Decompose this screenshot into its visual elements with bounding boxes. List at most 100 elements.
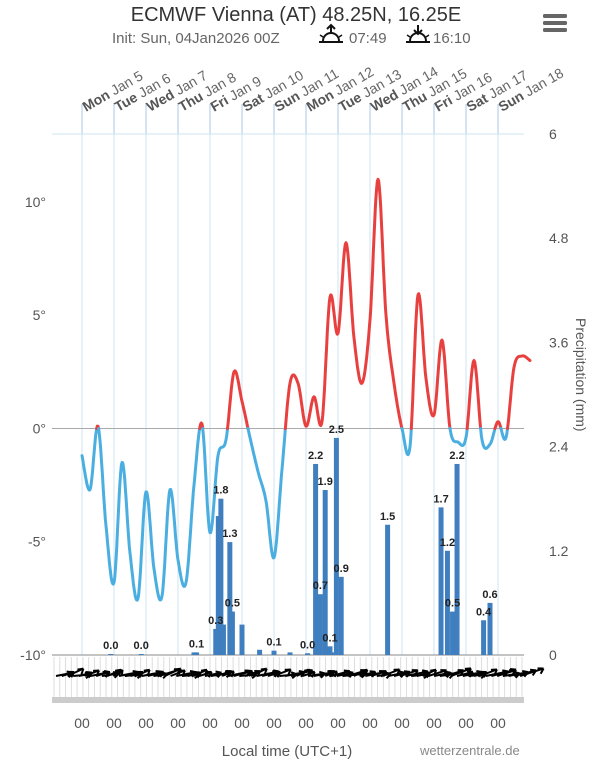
scrollbar-track[interactable] [52,697,524,703]
precip-bar [317,594,323,655]
day-connectors [52,104,524,135]
precip-bar [239,624,245,655]
precip-bar [338,576,344,655]
precipitation-labels: 0.0 0.0 0.1 0.3 1.8 1.3 0.5 0.1 0.0 2.2 0.7 1.9 0.1 2… [103,424,497,652]
temperature-segment-below-zero [97,427,202,602]
hamburger-menu-icon[interactable] [541,12,569,34]
precip-value-label: 0.7 [313,580,328,592]
precipitation-bars [108,437,493,655]
precip-value-label: 0.0 [134,640,149,652]
temperature-segment-below-zero [246,427,287,560]
init-time: Init: Sun, 04Jan2026 00Z [112,30,280,47]
sunrise-icon [319,23,343,43]
precip-bar [313,463,319,655]
precip-bar [229,611,235,655]
wind-arrow [67,667,85,677]
x-tick-label: 00 [266,715,282,731]
precip-value-label: 0.3 [208,615,223,627]
precip-value-label: 0.1 [266,637,281,649]
x-tick-label: 00 [298,715,314,731]
precip-bar [385,524,391,655]
precip-bar [444,550,450,655]
precip-value-label: 2.2 [308,450,323,462]
precip-bar [257,649,263,655]
x-axis-title: Local time (UTC+1) [222,743,352,760]
precip-value-label: 0.6 [482,589,497,601]
sunrise-time: 07:49 [349,30,387,47]
temperature-segment-below-zero [201,427,229,535]
precip-bar [194,652,200,655]
precip-value-label: 0.5 [225,598,240,610]
x-tick-label: 00 [394,715,410,731]
precip-value-label: 1.9 [318,476,333,488]
temperature-segment-below-zero [80,427,99,492]
temperature-segment-above-zero [465,359,483,430]
precip-value-label: 2.5 [329,424,344,436]
sunset-icon [406,25,430,43]
sunset-time: 16:10 [433,30,471,47]
precip-value-label: 2.2 [449,450,464,462]
precip-bar [450,611,456,655]
x-tick-label: 00 [362,715,378,731]
left-tick-label: -10° [20,647,46,663]
temperature-segment-above-zero [493,420,503,430]
x-tick-label: 00 [106,715,122,731]
precip-value-label: 0.0 [300,639,315,651]
temperature-line [80,177,532,602]
precip-value-label: 0.9 [334,563,349,575]
right-tick-label: 0 [549,647,557,663]
right-axis-ticks: 6 4.8 3.6 2.4 1.2 0 [549,126,569,663]
wind-arrow [519,667,545,677]
right-axis-title: Precipitation (mm) [573,318,589,432]
precip-bar [215,516,221,655]
x-tick-label: 00 [426,715,442,731]
precip-bar [213,628,219,655]
x-tick-label: 00 [490,715,506,731]
right-tick-label: 3.6 [549,334,569,350]
precip-value-label: 0.1 [189,638,204,650]
left-tick-label: 5° [33,307,46,323]
temperature-segment-below-zero [448,427,469,447]
x-tick-label: 00 [234,715,250,731]
x-tick-label: 00 [458,715,474,731]
temperature-segment-below-zero [400,427,413,457]
precip-value-label: 1.5 [380,511,395,523]
precip-bar [481,620,487,655]
precip-value-label: 0.1 [322,632,337,644]
precip-value-label: 1.3 [222,528,237,540]
temperature-segment-above-zero [409,292,452,430]
gridlines [52,134,524,656]
precip-bar [327,646,333,655]
precip-bar [271,650,277,655]
left-tick-label: 0° [33,420,46,436]
precip-bar [305,653,311,655]
chart-title: ECMWF Vienna (AT) 48.25N, 16.25E [131,4,462,26]
precip-bar [227,542,233,655]
left-tick-label: -5° [28,534,46,550]
left-axis-ticks: 10° 5° 0° -5° -10° [20,194,46,663]
right-tick-label: 2.4 [549,439,569,455]
wind-arrows [52,657,545,703]
precip-bar [287,652,293,655]
precip-value-label: 1.7 [433,493,448,505]
precip-value-label: 0.0 [103,640,118,652]
precip-value-label: 0.5 [445,598,460,610]
temperature-segment-below-zero [499,427,509,441]
temperature-segment-below-zero [479,427,497,450]
x-tick-labels: 00 00 00 00 00 00 00 00 00 00 00 00 00 00 [74,715,506,731]
x-tick-label: 00 [74,715,90,731]
x-tick-label: 00 [138,715,154,731]
precip-bar [191,652,197,655]
left-tick-label: 10° [25,194,46,210]
x-tick-label: 00 [170,715,186,731]
precip-value-label: 1.8 [213,485,228,497]
right-tick-label: 6 [549,126,557,142]
precip-value-label: 0.4 [476,606,492,618]
precip-bar [487,602,493,655]
x-tick-label: 00 [202,715,218,731]
precip-bar [333,437,339,655]
source-credit: wetterzentrale.de [419,743,520,758]
precip-bar [218,498,224,655]
precip-bar [108,654,114,655]
